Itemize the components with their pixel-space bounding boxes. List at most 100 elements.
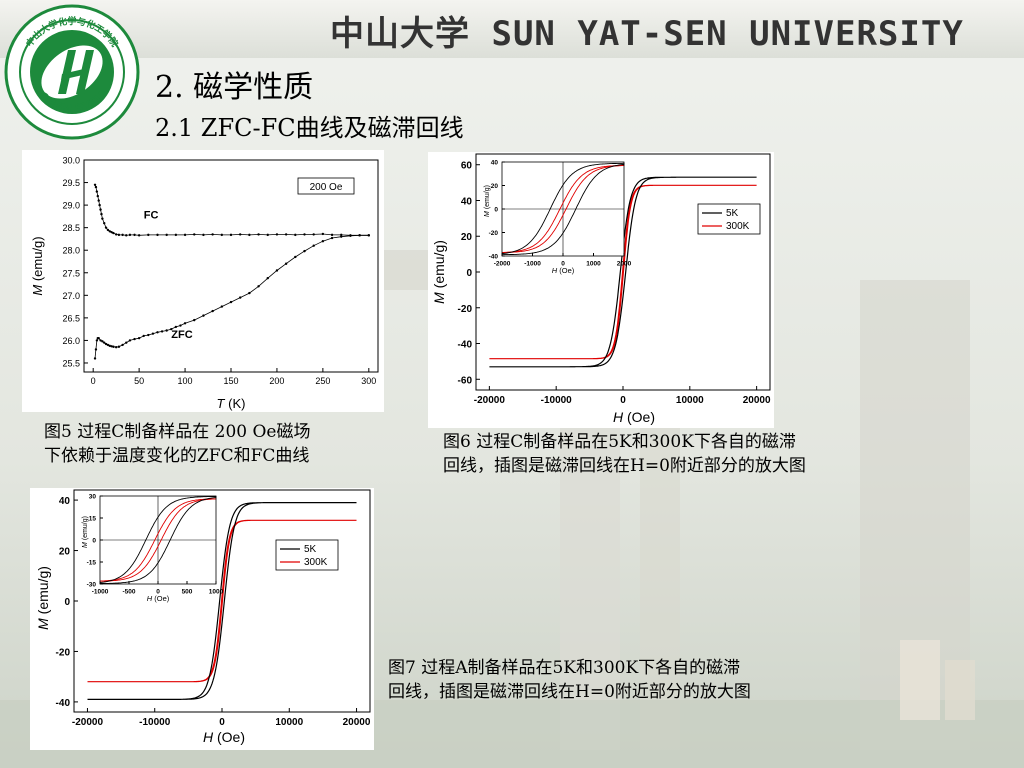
fig5-fc-point — [156, 233, 159, 237]
fig5-ytick-label-0: 25.5 — [62, 358, 80, 368]
fig5-ytick-label-6: 28.5 — [62, 223, 80, 233]
fig5-zfc-point — [125, 341, 128, 344]
fig5-fc-point — [229, 233, 233, 237]
fig5-zfc-point — [179, 324, 182, 327]
fig5-fc-point — [121, 233, 124, 237]
fig5-fc-point — [101, 217, 104, 220]
fig5-fc-point — [147, 233, 150, 237]
fig7-inset-xtick-label-3: 500 — [182, 589, 193, 596]
fig5-zfc-point — [128, 339, 132, 342]
fig5-fc-point — [312, 233, 315, 236]
fig5-zfc-point — [257, 285, 260, 288]
fig6-curve-300k — [489, 184, 757, 360]
fig5-zfc-point — [275, 269, 279, 272]
fig5-fc-point — [103, 221, 106, 225]
fig5-zfc-point — [349, 234, 352, 237]
fig5-fc-point — [284, 233, 288, 236]
fig5-fc-point — [303, 233, 306, 236]
fig5-zfc-point — [108, 344, 111, 348]
fig5-fc-point — [340, 233, 343, 237]
fig5-caption: 图5 过程C制备样品在 200 Oe磁场 下依赖于温度变化的ZFC和FC曲线 — [44, 420, 310, 468]
fig5-zfc-point — [220, 305, 224, 308]
fig5-fc-point — [165, 233, 168, 237]
fig6-ytick-label-6: 60 — [461, 161, 473, 172]
fig5-zfc-point — [174, 325, 178, 329]
fig5-zfc-point — [156, 331, 159, 334]
fig5-series-label-fc: FC — [144, 210, 159, 222]
fig5-zfc-point — [121, 343, 124, 347]
fig5-series-zfc-line — [94, 234, 369, 359]
fig6-ytick-label-1: -40 — [458, 340, 473, 351]
fig7-xtick-label-4: 20000 — [343, 717, 371, 728]
fig5-ytick-label-7: 29.0 — [62, 201, 80, 211]
fig5-fc-point — [220, 233, 224, 237]
fig7-panel: -20000 -10000 0 10000 20000 -40 -20 0 20 40 5K 300K… — [30, 488, 374, 750]
fig7-xtick-label-2: 0 — [219, 717, 225, 728]
fig5-xtick-label-0: 0 — [91, 376, 96, 386]
fig5-fc-point — [117, 233, 121, 237]
fig7-ytick-label-2: 0 — [64, 597, 70, 608]
fig5-fc-point — [99, 208, 102, 211]
fig5-field-label: 200 Oe — [310, 182, 343, 193]
fig5-zfc-point — [151, 332, 155, 335]
fig6-caption: 图6 过程C制备样品在5K和300K下各自的磁滞 回线，插图是磁滞回线在H=0附… — [443, 430, 806, 478]
fig5-fc-point — [95, 190, 99, 193]
fig5-zfc-point — [321, 239, 325, 243]
fig5-xtick-label-1: 50 — [134, 376, 144, 386]
fig7-curve-300k — [87, 519, 357, 683]
fig6-inset-xtick-label-2: 0 — [561, 261, 565, 268]
fig6-xtick-label-4: 20000 — [743, 395, 771, 406]
fig5-fc-point — [125, 234, 128, 237]
fig6-xtick-label-2: 0 — [620, 395, 626, 406]
fig5-caption-line1: 图5 过程C制备样品在 200 Oe磁场 — [44, 422, 311, 442]
fig5-zfc-point — [133, 337, 136, 341]
fig5-zfc-point — [193, 318, 196, 322]
fig6-ytick-label-0: -60 — [458, 375, 473, 386]
fig5-fc-point — [294, 233, 297, 237]
fig5-zfc-point — [170, 327, 173, 331]
fig6-ytick-label-5: 40 — [461, 196, 473, 207]
fig5-ytick-label-4: 27.5 — [62, 268, 80, 278]
fig5-zfc-fc-chart: 0 50 100 150 200 250 300 25.5 26.0 26.5 27.0 27.5 28… — [30, 156, 379, 411]
fig5-ytick-label-5: 28.0 — [62, 246, 80, 256]
fig5-ytick-label-3: 27.0 — [62, 291, 80, 301]
fig5-fc-point — [98, 203, 101, 207]
fig7-ytick-label-4: 40 — [59, 496, 71, 507]
fig5-caption-line2: 下依赖于温度变化的ZFC和FC曲线 — [44, 446, 310, 466]
fig5-ytick-label-1: 26.0 — [62, 336, 80, 346]
fig5-fc-point — [128, 233, 132, 237]
university-name: 中山大学 SUN YAT-SEN UNIVERSITY — [330, 14, 964, 54]
fig6-xtick-label-1: -10000 — [541, 395, 573, 406]
fig5-xtick-label-6: 300 — [361, 376, 376, 386]
fig5-fc-point — [97, 199, 100, 202]
fig5-zfc-point — [103, 341, 106, 344]
fig5-ytick-label-9: 30.0 — [62, 156, 80, 166]
fig6-xtick-label-3: 10000 — [676, 395, 704, 406]
fig7-x-axis-label: H (Oe) — [203, 729, 245, 745]
fig5-ytick-label-8: 29.5 — [62, 178, 80, 188]
header-band — [0, 0, 1024, 58]
fig5-zfc-point — [142, 334, 145, 338]
fig6-panel: -20000 -10000 0 10000 20000 -60 -40 -20 0 20 40 60 5… — [428, 152, 774, 428]
fig5-fc-point — [193, 233, 196, 236]
fig7-xtick-label-3: 10000 — [275, 717, 303, 728]
fig6-ytick-label-4: 20 — [461, 232, 473, 243]
fig5-fc-point — [94, 185, 98, 189]
fig5-zfc-point — [101, 340, 104, 343]
fig7-ytick-label-1: -20 — [56, 647, 71, 658]
fig5-zfc-point — [160, 330, 164, 333]
section-subtitle: 2.1 ZFC-FC曲线及磁滞回线 — [155, 114, 464, 142]
fig6-ytick-label-3: 0 — [466, 268, 472, 279]
fig7-inset-ytick-label-4: 30 — [89, 493, 97, 500]
fig6-y-axis-label: M (emu/g) — [431, 240, 447, 304]
fig5-fc-point — [211, 233, 214, 236]
fig5-fc-point — [174, 233, 178, 237]
fig5-fc-point — [108, 230, 111, 233]
fig5-xtick-label-2: 100 — [178, 376, 193, 386]
fig7-inset-xtick-label-0: -1000 — [92, 589, 109, 596]
fig7-y-axis-label: M (emu/g) — [35, 566, 51, 630]
fig5-fc-point — [248, 233, 251, 237]
fig5-zfc-point — [340, 235, 343, 238]
fig5-fc-point — [106, 228, 110, 232]
fig5-fc-point — [114, 233, 118, 236]
